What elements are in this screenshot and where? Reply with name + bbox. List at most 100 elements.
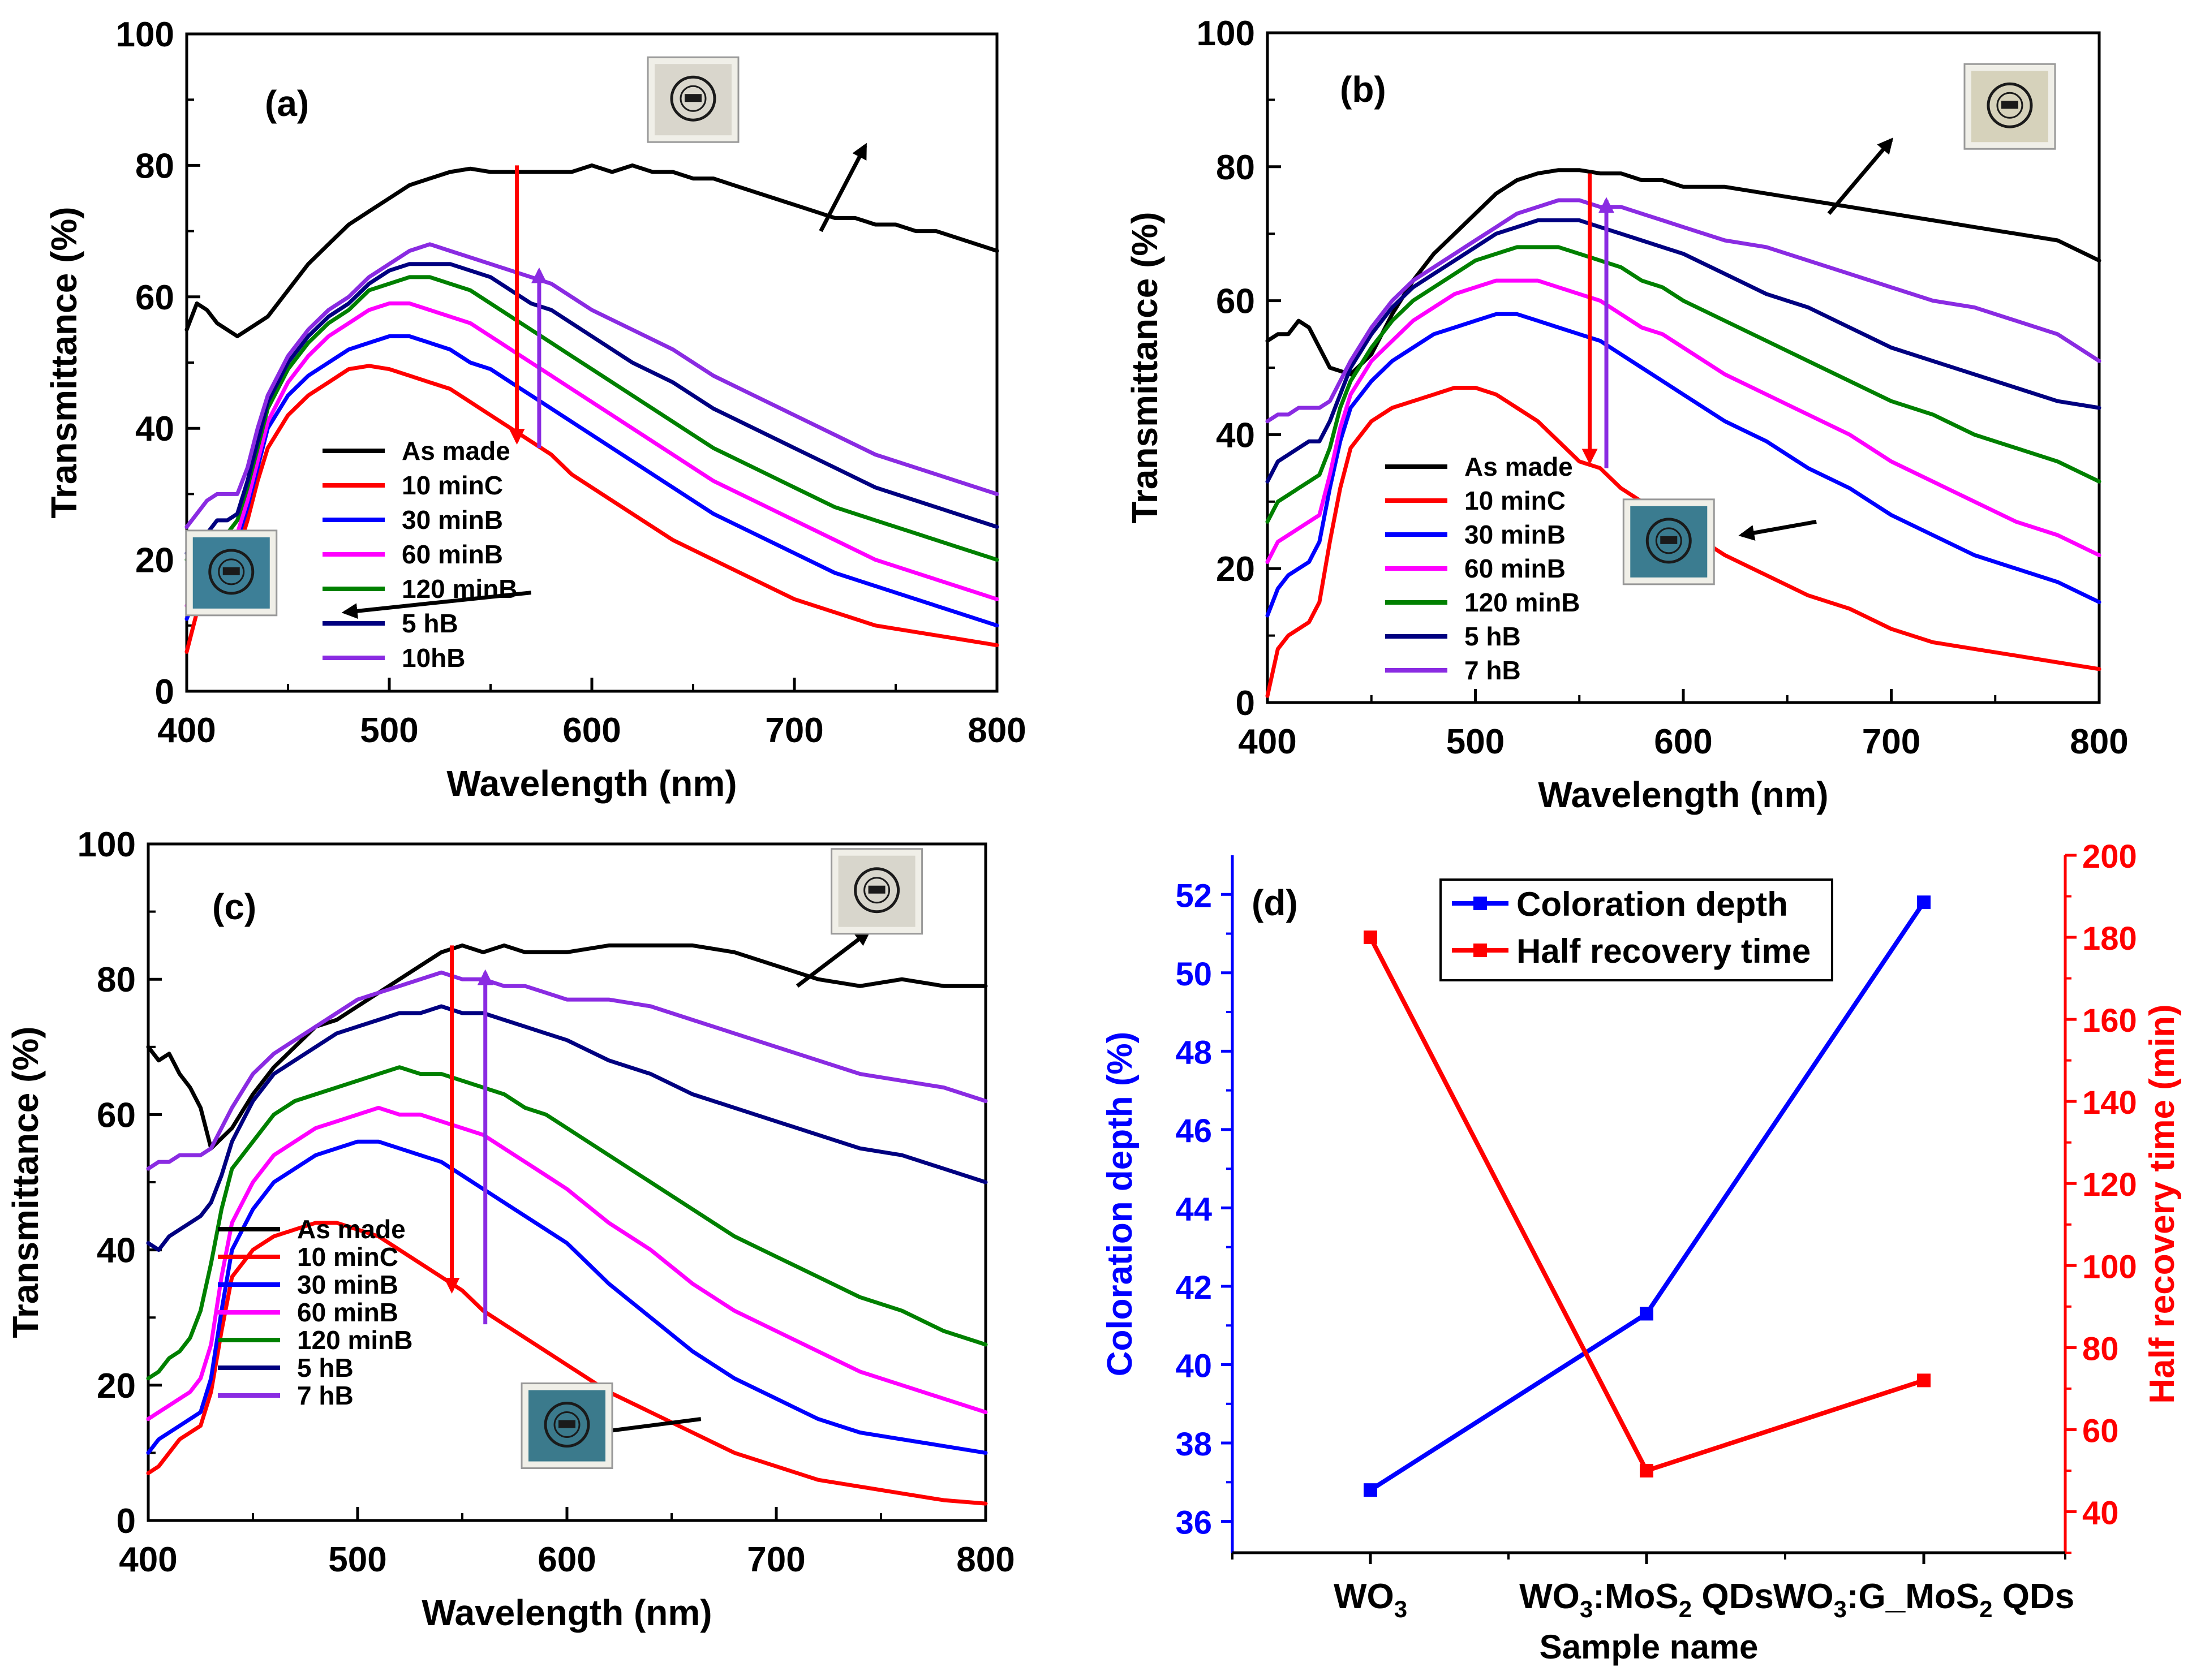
series-line [1265, 312, 2101, 618]
x-tick-label: 700 [1862, 722, 1920, 761]
right-tick-label: 60 [2082, 1412, 2119, 1449]
legend-label: 30 minB [1464, 520, 1566, 549]
x-tick-label: 600 [562, 711, 621, 750]
y-tick-label: 0 [155, 673, 174, 712]
legend-label: 60 minB [297, 1298, 398, 1327]
legend-label: 10 minC [402, 471, 503, 500]
legend-label: 30 minB [402, 505, 503, 535]
series-line [1265, 245, 2101, 524]
panel-c: 400 500 600 700 800 0 20 40 60 80 100 Wavelength (n… [5, 825, 1015, 1633]
category-label: WO3:G_MoS2 QDs [1773, 1577, 2074, 1622]
data-marker [1640, 1463, 1653, 1477]
legend-label: Half recovery time [1516, 932, 1811, 970]
legend-label: 120 minB [1464, 588, 1580, 617]
series-line [184, 301, 999, 608]
data-marker [1364, 1483, 1377, 1497]
series-line [146, 970, 988, 1171]
legend-label: 30 minB [297, 1270, 398, 1299]
bleached-sample-photo [647, 56, 740, 143]
seal-mark-icon [1660, 536, 1678, 544]
colored-sample-photo [1622, 498, 1715, 585]
category-label-part: :G_MoS [1847, 1577, 1979, 1616]
y-axis-label: Transmittance (%) [5, 1026, 46, 1338]
category-label-part: WO [1334, 1577, 1394, 1616]
category-label: WO3:MoS2 QDs [1519, 1577, 1774, 1622]
y-tick-label: 60 [97, 1096, 136, 1135]
category-label-part: 3 [1580, 1596, 1593, 1622]
series-line [1265, 386, 2101, 698]
series-line [184, 242, 999, 529]
panel-label: (c) [212, 886, 256, 927]
seal-mark-icon [2001, 101, 2018, 109]
legend-marker [1473, 944, 1487, 957]
legend-label: 7 hB [297, 1381, 354, 1410]
seal-inner-icon [553, 1411, 581, 1438]
left-tick-label: 42 [1175, 1269, 1212, 1306]
category-label-part: WO [1519, 1577, 1580, 1616]
left-tick-label: 40 [1175, 1348, 1212, 1385]
legend-label: 5 hB [402, 609, 458, 638]
legend-label: 5 hB [297, 1353, 354, 1382]
data-marker [1364, 931, 1377, 945]
series-line [146, 943, 988, 1151]
left-tick-label: 44 [1175, 1191, 1212, 1227]
series-line [146, 1065, 988, 1381]
y-tick-label: 60 [135, 278, 174, 317]
panel-d: 36 38 40 42 44 46 48 50 52 40 60 80 100 120 140 160 180 2… [1101, 838, 2182, 1666]
y-tick-label: 40 [1216, 416, 1255, 455]
legend-label: 120 minB [402, 574, 518, 604]
x-tick-label: 700 [765, 711, 823, 750]
y-tick-label: 20 [97, 1367, 136, 1406]
right-tick-label: 100 [2082, 1248, 2137, 1285]
x-tick-label: 500 [1446, 722, 1505, 761]
y-tick-label: 40 [135, 410, 174, 449]
x-axis-label: Wavelength (nm) [1538, 774, 1828, 815]
series-line [146, 1004, 988, 1252]
x-tick-label: 600 [538, 1540, 596, 1579]
legend-label: 60 minB [1464, 554, 1566, 583]
seal-mark-icon [222, 567, 240, 575]
pointer-arrow [1827, 137, 1894, 215]
x-tick-label: 400 [119, 1540, 177, 1579]
right-tick-label: 140 [2082, 1084, 2137, 1121]
x-tick-label: 400 [157, 711, 216, 750]
right-tick-label: 180 [2082, 920, 2137, 957]
seal-mark-icon [685, 94, 702, 102]
category-label-part: QDs [1992, 1577, 2074, 1616]
seal-inner-icon [680, 85, 707, 112]
seal-icon [854, 867, 900, 914]
pointer-arrow [819, 143, 867, 232]
y-tick-label: 20 [1216, 550, 1255, 589]
x-tick-label: 700 [747, 1540, 805, 1579]
panel-label: (b) [1340, 69, 1386, 110]
series-line [1265, 278, 2101, 564]
legend-label: 10 minC [297, 1242, 398, 1272]
x-tick-label: 500 [360, 711, 418, 750]
y-tick-label: 60 [1216, 282, 1255, 321]
category-label-part: 3 [1834, 1596, 1847, 1622]
left-tick-label: 50 [1175, 956, 1212, 993]
series-line [146, 1139, 988, 1455]
x-tick-label: 800 [968, 711, 1026, 750]
x-axis-label: Wavelength (nm) [446, 763, 737, 804]
series-line [184, 163, 999, 338]
y-tick-label: 80 [97, 960, 136, 1000]
panel-label: (a) [265, 83, 309, 124]
series-line [1265, 198, 2101, 424]
series-line [1265, 168, 2101, 377]
x-axis-label: Wavelength (nm) [422, 1592, 712, 1633]
y-tick-label: 100 [116, 15, 174, 54]
category-label: WO3 [1334, 1577, 1407, 1622]
x-axis-label: Sample name [1540, 1628, 1759, 1666]
x-tick-label: 800 [2070, 722, 2128, 761]
panel-b: 400 500 600 700 800 0 20 40 60 80 100 Wavelength (n… [1124, 14, 2129, 815]
pointer-arrow [796, 930, 871, 988]
seal-icon [1645, 518, 1692, 564]
bleached-sample-photo [831, 848, 923, 935]
category-label-part: QDs [1692, 1577, 1774, 1616]
right-tick-label: 120 [2082, 1166, 2137, 1203]
left-tick-label: 46 [1175, 1113, 1212, 1149]
left-tick-label: 48 [1175, 1034, 1212, 1071]
